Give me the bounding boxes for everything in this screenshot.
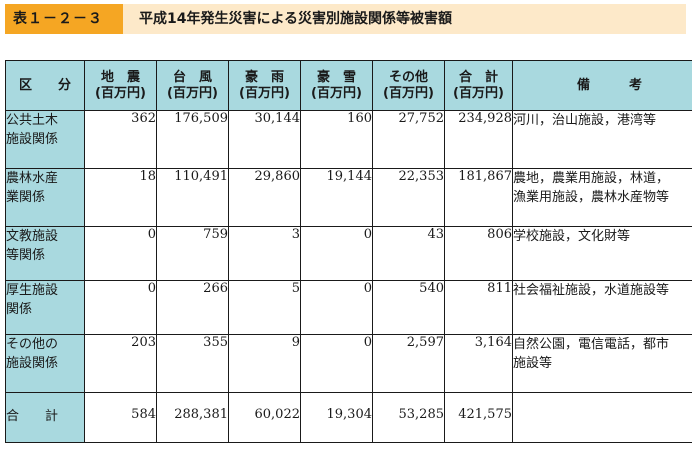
damage-table: 区 分 地 震 (百万円) 台 風 (百万円) 豪 雨 (百万円) 豪 雪 (百万円) … <box>5 60 692 443</box>
value-cell: 29,860 <box>228 168 301 227</box>
value-cell: 3 <box>228 226 301 281</box>
table-title: 平成14年発生災害による災害別施設関係等被害額 <box>123 4 686 34</box>
total-value-cell: 584 <box>84 392 157 443</box>
value-cell: 355 <box>156 334 229 393</box>
value-cell: 266 <box>156 280 229 335</box>
header-row: 区 分 地 震 (百万円) 台 風 (百万円) 豪 雨 (百万円) 豪 雪 (百万円) … <box>5 60 692 111</box>
remarks-cell: 学校施設，文化財等 <box>512 226 692 281</box>
value-cell: 9 <box>228 334 301 393</box>
value-cell: 811 <box>444 280 513 335</box>
value-cell: 0 <box>300 334 373 393</box>
table-row: 公共土木 施設関係 362 176,509 30,144 160 27,752 234,928… <box>5 110 692 169</box>
total-value-cell: 421,575 <box>444 392 513 443</box>
row-label: 農林水産 業関係 <box>5 168 85 227</box>
total-value-cell: 60,022 <box>228 392 301 443</box>
header-heavy-snow: 豪 雪 (百万円) <box>300 60 373 111</box>
remarks-cell: 河川，治山施設，港湾等 <box>512 110 692 169</box>
value-cell: 0 <box>300 280 373 335</box>
value-cell: 2,597 <box>372 334 445 393</box>
total-value-cell: 288,381 <box>156 392 229 443</box>
value-cell: 234,928 <box>444 110 513 169</box>
value-cell: 5 <box>228 280 301 335</box>
header-other: その他 (百万円) <box>372 60 445 111</box>
value-cell: 30,144 <box>228 110 301 169</box>
header-remarks: 備 考 <box>512 60 692 111</box>
value-cell: 19,144 <box>300 168 373 227</box>
value-cell: 18 <box>84 168 157 227</box>
value-cell: 806 <box>444 226 513 281</box>
value-cell: 22,353 <box>372 168 445 227</box>
value-cell: 0 <box>84 226 157 281</box>
table-row: 厚生施設 関係 0 266 5 0 540 811 社会福祉施設，水道施設等 <box>5 280 692 335</box>
total-remarks-cell <box>512 392 692 443</box>
row-label: 文教施設 等関係 <box>5 226 85 281</box>
table-row: 文教施設 等関係 0 759 3 0 43 806 学校施設，文化財等 <box>5 226 692 281</box>
remarks-cell: 自然公園，電信電話，都市 施設等 <box>512 334 692 393</box>
value-cell: 540 <box>372 280 445 335</box>
row-label: その他の 施設関係 <box>5 334 85 393</box>
value-cell: 43 <box>372 226 445 281</box>
header-category: 区 分 <box>5 60 85 111</box>
value-cell: 759 <box>156 226 229 281</box>
value-cell: 181,867 <box>444 168 513 227</box>
value-cell: 362 <box>84 110 157 169</box>
table-number: 表１－２－３ <box>5 4 123 34</box>
row-label: 公共土木 施設関係 <box>5 110 85 169</box>
value-cell: 0 <box>300 226 373 281</box>
table-title-bar: 表１－２－３ 平成14年発生災害による災害別施設関係等被害額 <box>5 4 686 34</box>
value-cell: 160 <box>300 110 373 169</box>
total-row: 合 計 584 288,381 60,022 19,304 53,285 421,575 <box>5 392 692 443</box>
table-row: 農林水産 業関係 18 110,491 29,860 19,144 22,353 181,86… <box>5 168 692 227</box>
remarks-cell: 社会福祉施設，水道施設等 <box>512 280 692 335</box>
total-value-cell: 53,285 <box>372 392 445 443</box>
total-value-cell: 19,304 <box>300 392 373 443</box>
value-cell: 110,491 <box>156 168 229 227</box>
total-label: 合 計 <box>5 392 85 443</box>
value-cell: 0 <box>84 280 157 335</box>
value-cell: 27,752 <box>372 110 445 169</box>
value-cell: 176,509 <box>156 110 229 169</box>
header-total: 合 計 (百万円) <box>444 60 513 111</box>
value-cell: 3,164 <box>444 334 513 393</box>
table-row: その他の 施設関係 203 355 9 0 2,597 3,164 自然公園，電信電話，都市 施設… <box>5 334 692 393</box>
remarks-cell: 農地，農業用施設，林道， 漁業用施設，農林水産物等 <box>512 168 692 227</box>
value-cell: 203 <box>84 334 157 393</box>
header-earthquake: 地 震 (百万円) <box>84 60 157 111</box>
header-heavy-rain: 豪 雨 (百万円) <box>228 60 301 111</box>
header-typhoon: 台 風 (百万円) <box>156 60 229 111</box>
row-label: 厚生施設 関係 <box>5 280 85 335</box>
